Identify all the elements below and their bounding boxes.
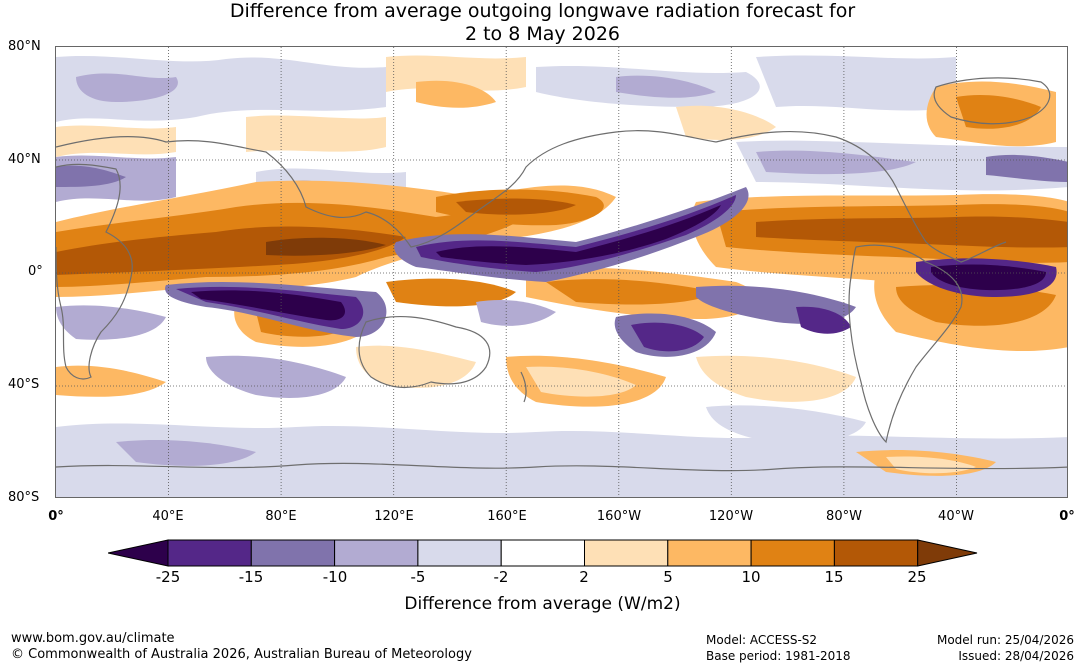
lat-label-80s: 80°S (8, 490, 40, 505)
south-america-coast (848, 244, 963, 444)
footer-model-run: Model run: 25/04/2026 (936, 633, 1074, 647)
lat-label-equator: 0° (28, 264, 43, 279)
australia-coast (358, 315, 491, 388)
footer-issued: Issued: 28/04/2026 (958, 649, 1074, 663)
lon-label-40e: 40°E (152, 509, 184, 524)
footer-base-period: Base period: 1981-2018 (706, 649, 851, 663)
colorbar-tick: 5 (663, 568, 673, 586)
colorbar-tick: 15 (824, 568, 844, 586)
lon-label-160w: 160°W (596, 509, 642, 524)
map-title-line-2: 2 to 8 May 2026 (464, 23, 621, 45)
lon-label-0-right: 0° (1059, 509, 1075, 524)
colorbar-bin-3 (334, 539, 419, 567)
colorbar-tick: 25 (907, 568, 927, 586)
coastlines (56, 77, 1067, 472)
footer-url-link[interactable]: www.bom.gov.au/climate (11, 631, 175, 646)
colorbar-bin-above-25 (917, 539, 978, 567)
greenland-coast (933, 77, 1051, 125)
map-title-line-1: Difference from average outgoing longwav… (229, 0, 856, 22)
tropical-positive-anomalies (56, 180, 1067, 352)
colorbar-bin-4 (417, 539, 502, 567)
colorbar (108, 539, 978, 567)
northern-high-lat-anomalies (56, 55, 1056, 157)
north-america-coast (715, 130, 1007, 263)
colorbar-tick: -25 (155, 568, 181, 586)
colorbar-bin-9 (833, 539, 919, 567)
colorbar-bin-5 (500, 539, 586, 567)
graticule (56, 47, 1067, 497)
tropical-negative-anomalies (165, 187, 1057, 357)
colorbar-bin-below-minus-25 (108, 539, 169, 567)
colorbar-bin-7 (667, 539, 752, 567)
lon-label-0-left: 0° (48, 509, 64, 524)
colorbar-bin-8 (750, 539, 835, 567)
lat-label-40s: 40°S (8, 377, 40, 392)
africa-coast (56, 163, 133, 380)
colorbar-bin-1 (167, 539, 252, 567)
colorbar-tick: 10 (741, 568, 761, 586)
colorbar-bin-2 (250, 539, 336, 567)
olr-anomaly-map (55, 46, 1068, 498)
lat-label-40n: 40°N (8, 152, 41, 167)
colorbar-tick: -15 (238, 568, 264, 586)
lon-label-120w: 120°W (708, 509, 754, 524)
map-canvas (56, 47, 1067, 497)
map-title: Difference from average outgoing longwav… (0, 0, 1085, 46)
colorbar-tick: -2 (493, 568, 509, 586)
lon-label-40w: 40°W (938, 509, 974, 524)
lat-label-80n: 80°N (8, 39, 41, 54)
footer-copyright: © Commonwealth of Australia 2026, Austra… (11, 647, 472, 662)
new-zealand-coast (520, 371, 527, 403)
southern-lat-anomalies (56, 305, 1067, 497)
eurasia-coast (56, 130, 717, 248)
colorbar-tick: 2 (579, 568, 589, 586)
lon-label-80w: 80°W (826, 509, 862, 524)
lon-label-160e: 160°E (487, 509, 527, 524)
colorbar-bin-6 (584, 539, 669, 567)
colorbar-title: Difference from average (W/m2) (404, 594, 681, 614)
footer-model: Model: ACCESS-S2 (706, 633, 818, 647)
lon-label-80e: 80°E (265, 509, 297, 524)
colorbar-tick: -5 (410, 568, 426, 586)
lon-label-120e: 120°E (374, 509, 414, 524)
antarctica-coast (56, 462, 1067, 472)
colorbar-tick: -10 (322, 568, 348, 586)
